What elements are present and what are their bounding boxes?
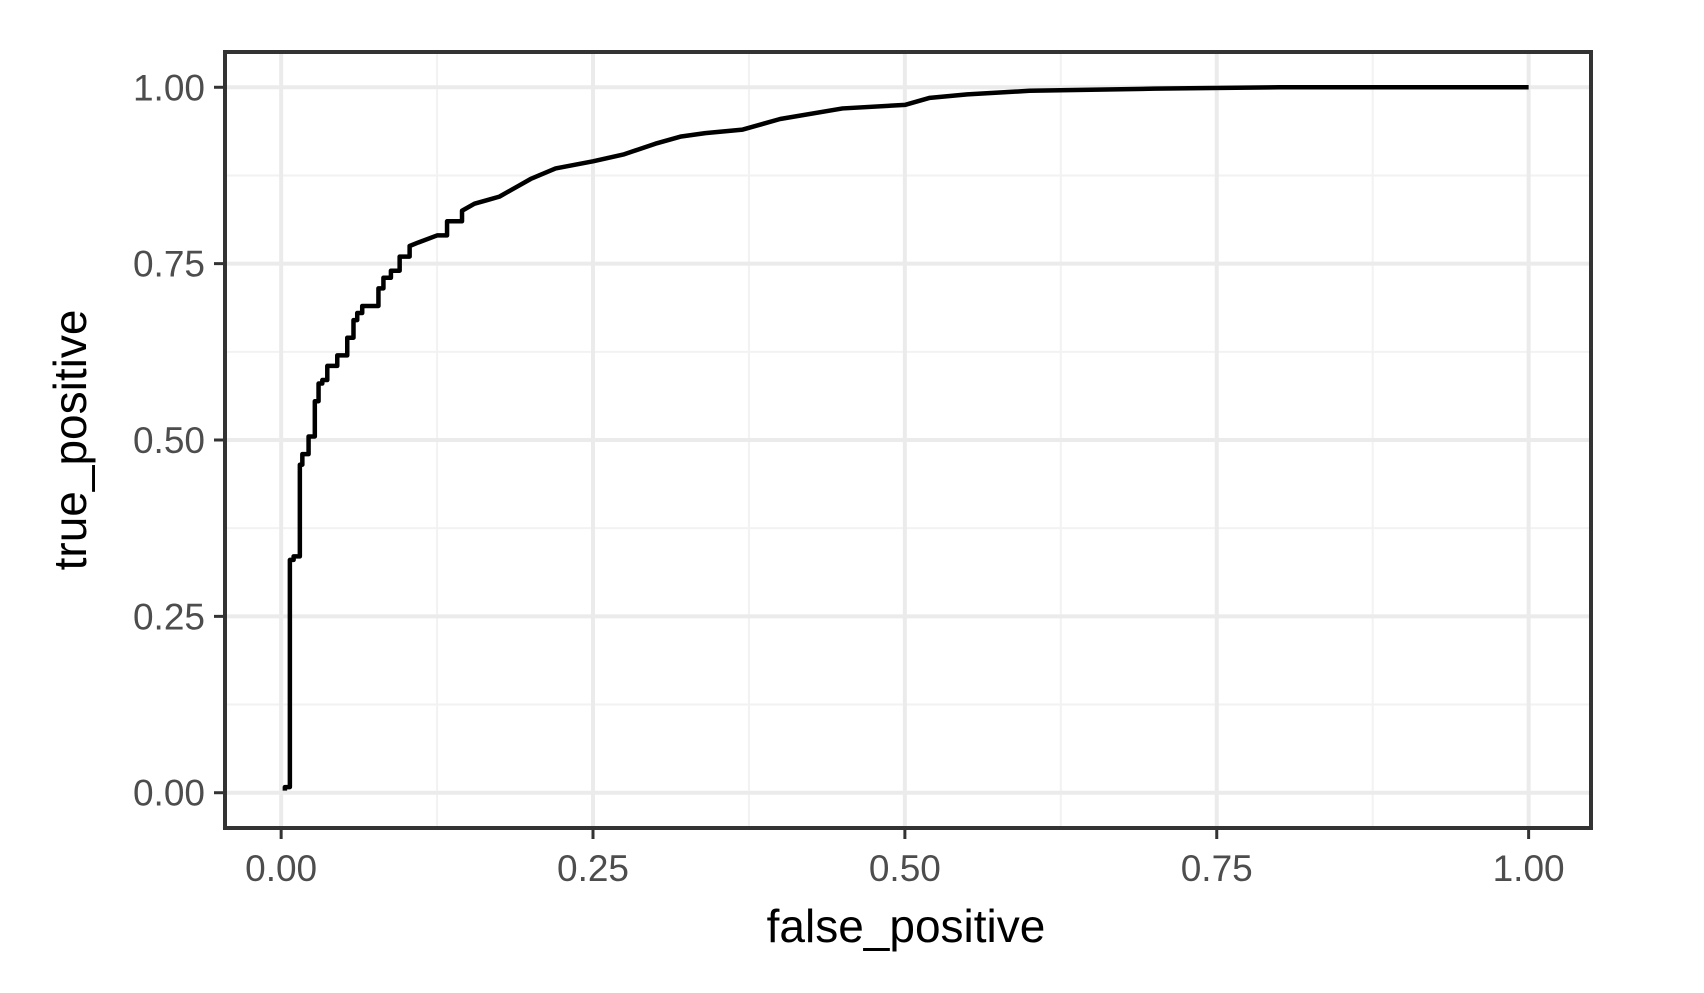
x-axis-ticks: 0.00 0.25 0.50 0.75 1.00 bbox=[245, 828, 1565, 889]
x-axis-title: false_positive bbox=[767, 900, 1046, 952]
x-tick-label: 1.00 bbox=[1493, 848, 1565, 889]
series-layer bbox=[282, 85, 1529, 791]
y-axis-ticks: 0.00 0.25 0.50 0.75 1.00 bbox=[133, 67, 225, 814]
y-tick-label: 0.75 bbox=[133, 244, 205, 285]
y-tick-label: 1.00 bbox=[133, 67, 205, 108]
major-gridlines bbox=[225, 52, 1591, 828]
x-tick-label: 0.25 bbox=[557, 848, 629, 889]
x-tick-label: 0.75 bbox=[1181, 848, 1253, 889]
y-axis-title: true_positive bbox=[44, 310, 96, 571]
x-tick-label: 0.50 bbox=[869, 848, 941, 889]
roc-curve-line bbox=[282, 85, 1529, 791]
x-tick-label: 0.00 bbox=[245, 848, 317, 889]
y-tick-label: 0.25 bbox=[133, 596, 205, 637]
y-tick-label: 0.00 bbox=[133, 773, 205, 814]
minor-gridlines bbox=[225, 52, 1591, 828]
y-tick-label: 0.50 bbox=[133, 420, 205, 461]
